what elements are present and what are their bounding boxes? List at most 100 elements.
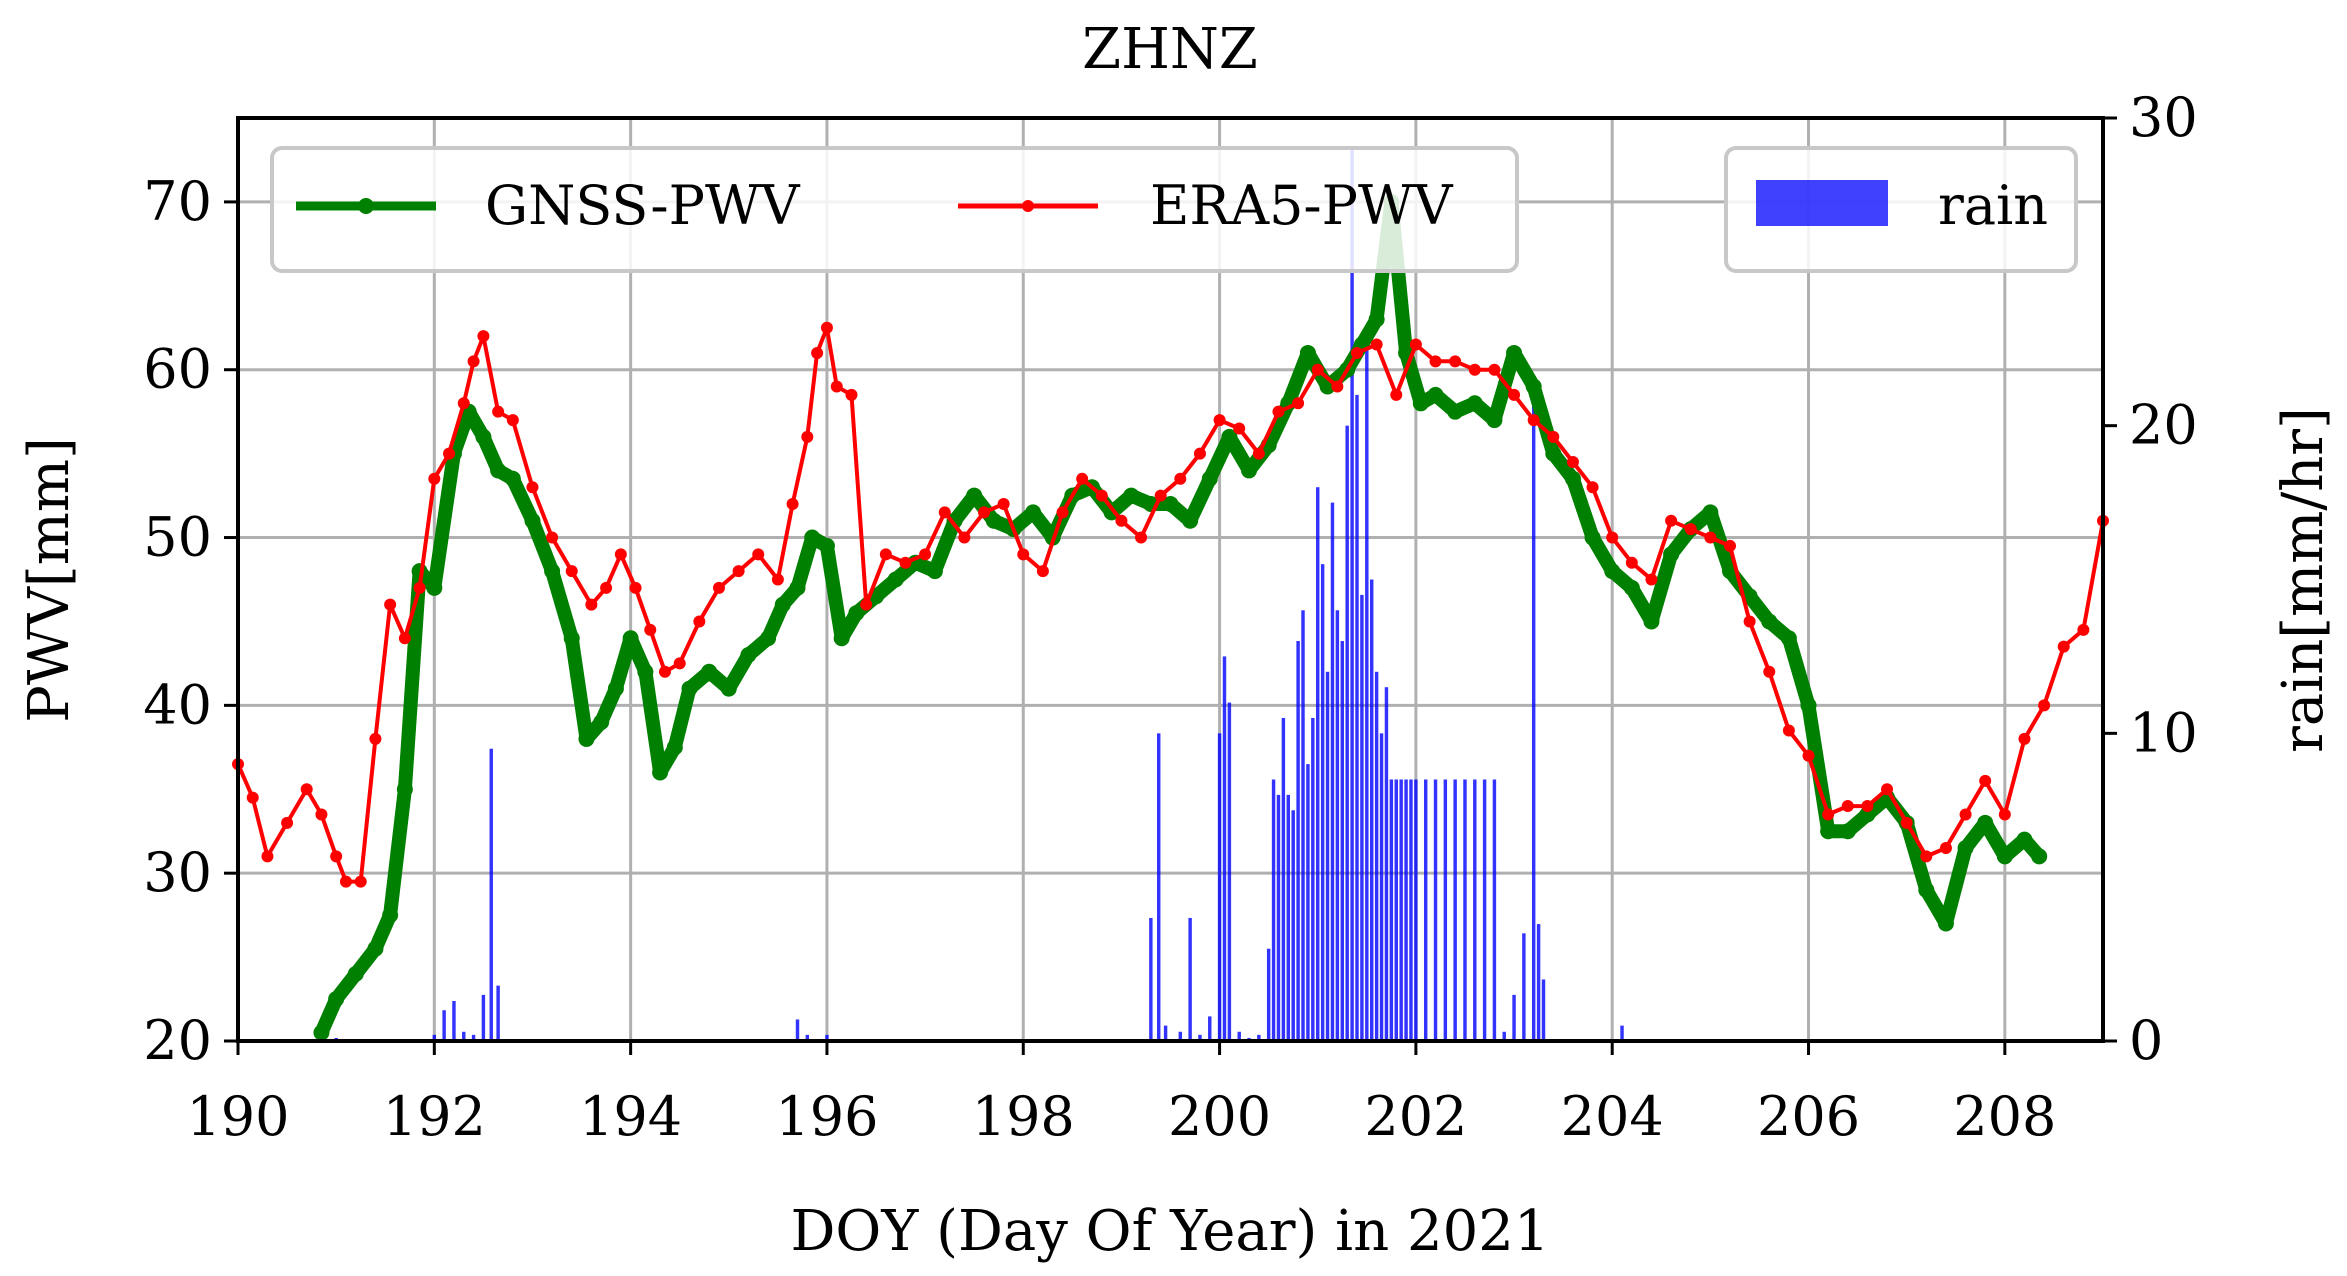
rain-bar [1394, 779, 1398, 1041]
x-tick-label: 190 [186, 1085, 289, 1148]
era5-pwv-point [1743, 615, 1756, 628]
gnss-pwv-point [1025, 504, 1042, 521]
rain-bar [452, 1001, 456, 1041]
era5-pwv-point [506, 414, 519, 427]
gnss-pwv-point [1564, 470, 1581, 487]
rain-bar [481, 994, 486, 1041]
era5-pwv-point [1724, 539, 1736, 552]
gnss-pwv-point [1486, 412, 1503, 429]
rain-bar [1276, 794, 1281, 1041]
x-tick-label: 196 [775, 1085, 878, 1148]
era5-pwv-point [354, 875, 367, 888]
era5-pwv-point [1095, 489, 1108, 502]
y2-tick-label: 0 [2129, 1009, 2163, 1072]
gnss-pwv-point [1918, 881, 1935, 898]
era5-pwv-point [565, 565, 578, 578]
gnss-pwv-point [1412, 395, 1429, 412]
gnss-pwv-point [563, 630, 580, 647]
x-tick-label: 194 [579, 1085, 682, 1148]
rain-bar [1325, 671, 1330, 1041]
era5-pwv-point [1939, 842, 1952, 855]
gnss-pwv-point [1839, 823, 1856, 840]
rain-bar [1512, 994, 1516, 1041]
gnss-pwv-point [1221, 428, 1238, 445]
era5-pwv-point [693, 615, 706, 628]
gnss-pwv-point [1780, 630, 1797, 647]
y2-tick-label: 20 [2129, 394, 2198, 457]
era5-pwv-point [1841, 800, 1854, 813]
gnss-pwv-point [833, 630, 850, 647]
chart-title: ZHNZ [1082, 17, 1258, 82]
x-tick-label: 204 [1561, 1085, 1664, 1148]
rain-bar [1370, 579, 1374, 1041]
axis-ticks: 190 192 194 196 198 200 202 204 206 2082030405060… [143, 86, 2197, 1148]
rain-bar [1149, 917, 1153, 1041]
era5-pwv-point [712, 581, 725, 594]
gnss-pwv-point [1466, 395, 1483, 412]
era5-pwv-point [899, 556, 912, 569]
era5-pwv-point [1645, 573, 1658, 586]
gnss-pwv-point [1123, 487, 1140, 504]
era5-pwv-point [2057, 640, 2070, 653]
x-tick-label: 206 [1757, 1085, 1860, 1148]
legend-rain-swatch [1756, 180, 1888, 226]
era5-pwv-point [1508, 388, 1521, 401]
gnss-pwv-point [1957, 840, 1974, 857]
era5-pwv-point [1252, 447, 1265, 460]
era5-pwv-point [1272, 405, 1285, 418]
era5-pwv-point [457, 397, 470, 410]
era5-pwv-point [752, 548, 765, 561]
era5-pwv-point [801, 430, 814, 443]
era5-pwv-point [938, 506, 951, 519]
rain-bar [1536, 924, 1541, 1041]
gnss-pwv-point [720, 680, 737, 697]
rain-bar [1266, 948, 1271, 1041]
era5-pwv-point [330, 850, 343, 863]
era5-pwv-point [1900, 816, 1913, 829]
era5-pwv-point [384, 598, 397, 611]
y-axis-label: PWV[mm] [17, 437, 82, 723]
gnss-pwv-point [760, 630, 777, 647]
era5-pwv-point [1566, 456, 1579, 469]
era5-pwv-point [477, 330, 490, 343]
y2-tick-label: 10 [2129, 701, 2198, 764]
era5-pwv-point [1036, 565, 1049, 578]
era5-pwv-point [1115, 514, 1128, 527]
rain-bar [1399, 779, 1403, 1041]
gnss-pwv-point [1241, 462, 1258, 479]
rain-bar [1281, 717, 1286, 1041]
gnss-pwv-point [2016, 831, 2033, 848]
gnss-pwv-point [607, 680, 624, 697]
rain-bar [1286, 794, 1291, 1041]
era5-pwv-point [2038, 699, 2051, 712]
gnss-pwv-point [681, 680, 698, 697]
era5-pwv-point [1233, 422, 1246, 435]
era5-pwv-point [1213, 414, 1226, 427]
x-tick-label: 208 [1953, 1085, 2056, 1148]
gnss-pwv-point [1447, 403, 1464, 420]
era5-pwv-point [1586, 481, 1599, 494]
era5-pwv-point [1782, 724, 1795, 737]
gnss-pwv-point [1643, 613, 1660, 630]
era5-pwv-point [428, 472, 441, 485]
rain-bar [1163, 1025, 1168, 1041]
era5-pwv-point [467, 355, 480, 368]
rain-bar [1311, 717, 1315, 1041]
era5-pwv-point [1979, 774, 1992, 787]
gnss-pwv-point [622, 630, 639, 647]
rain-bar [462, 1031, 466, 1041]
rain-bar [1316, 487, 1320, 1041]
rain-bar [496, 985, 500, 1041]
plot-frame [236, 116, 2105, 1043]
era5-pwv-point [673, 657, 686, 670]
gnss-pwv-point [637, 663, 654, 680]
gnss-pwv-point [347, 965, 364, 982]
era5-pwv-point [261, 850, 274, 863]
x-axis-label: DOY (Day Of Year) in 2021 [791, 1199, 1550, 1264]
rain-bar [1345, 425, 1349, 1042]
era5-pwv-point [1351, 346, 1363, 359]
y-tick-label: 50 [143, 506, 212, 569]
rain-bars [319, 148, 1624, 1042]
rain-bar [1365, 333, 1369, 1041]
rain-bar [1157, 733, 1161, 1041]
